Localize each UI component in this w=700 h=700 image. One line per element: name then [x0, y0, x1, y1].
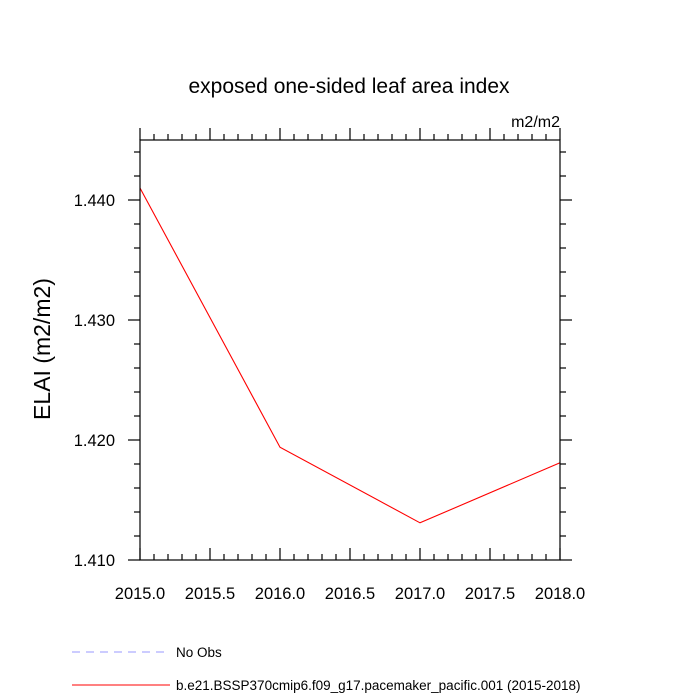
plot-frame — [139, 139, 561, 561]
y-tick-label: 1.440 — [74, 192, 115, 210]
legend: No Obs b.e21.BSSP370cmip6.f09_g17.pacemak… — [72, 645, 581, 693]
plot-area — [139, 187, 561, 524]
x-tick-label: 2015.0 — [115, 585, 165, 603]
series-line — [139, 187, 561, 524]
legend-label: No Obs — [176, 645, 222, 660]
x-tick-label: 2016.5 — [325, 585, 375, 603]
legend-label: b.e21.BSSP370cmip6.f09_g17.pacemaker_pac… — [176, 678, 581, 693]
units-label: m2/m2 — [511, 114, 560, 131]
x-tick-label: 2015.5 — [185, 585, 235, 603]
x-tick-label: 2018.0 — [535, 585, 585, 603]
x-tick-label: 2017.5 — [465, 585, 515, 603]
axis-ticks: 2015.0 2015.5 2016.0 2016.5 2017.0 2017.5 2018… — [74, 128, 585, 603]
x-tick-label: 2017.0 — [395, 585, 445, 603]
y-tick-label: 1.410 — [74, 552, 115, 570]
x-tick-label: 2016.0 — [255, 585, 305, 603]
y-axis-label: ELAI (m2/m2) — [29, 278, 55, 420]
chart-title: exposed one-sided leaf area index — [188, 75, 510, 98]
y-tick-label: 1.420 — [74, 432, 115, 450]
y-tick-label: 1.430 — [74, 312, 115, 330]
